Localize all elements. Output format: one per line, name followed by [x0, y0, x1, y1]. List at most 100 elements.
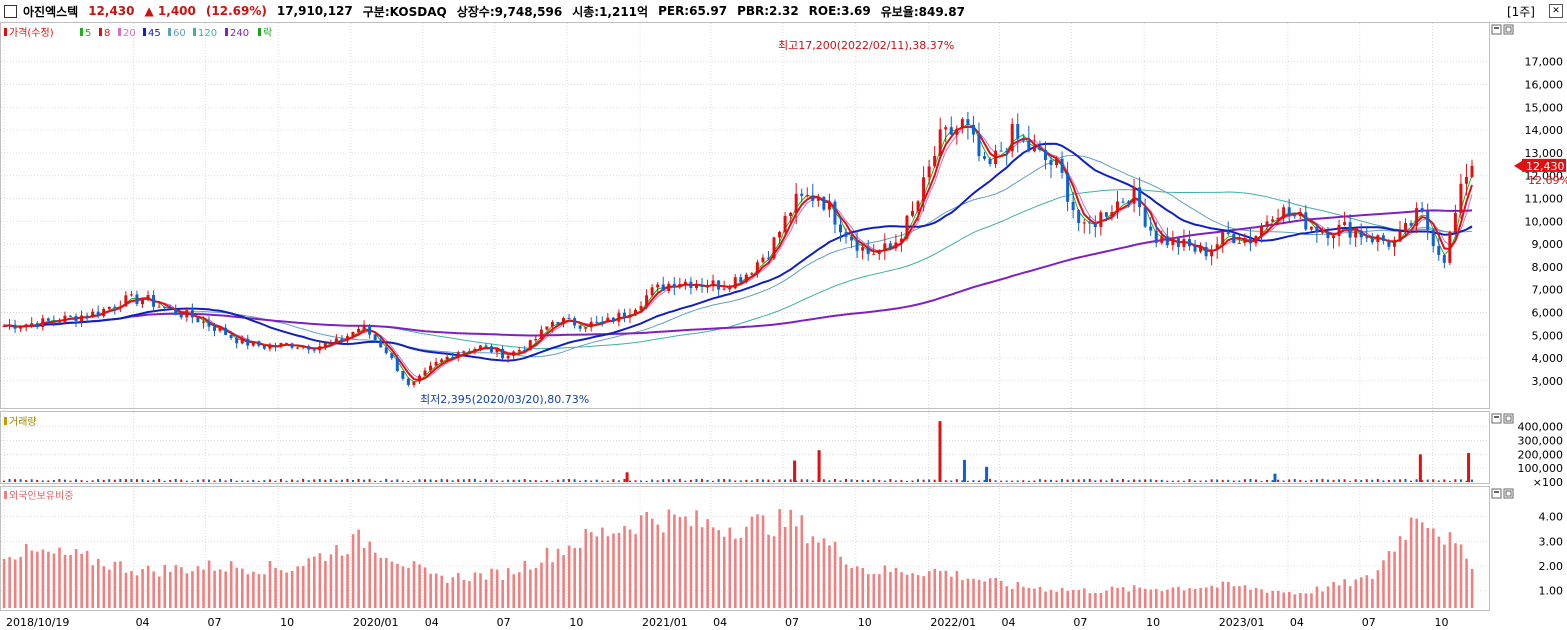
period-selector[interactable]: [1주] [1506, 4, 1535, 19]
x-tick-label: 07 [1362, 616, 1376, 629]
price-tick-label: 17,000 [1525, 56, 1564, 69]
volume-spike [1273, 473, 1277, 482]
candle-body [761, 257, 765, 263]
volume-bar [1426, 479, 1429, 482]
candle-body [694, 284, 698, 288]
candle-body [622, 312, 626, 318]
x-tick-label: 04 [425, 616, 439, 629]
volume-bar [1321, 478, 1324, 482]
volume-bar [800, 479, 803, 482]
foreign-bar [1227, 581, 1230, 608]
candle-body [1154, 230, 1158, 243]
volume-bar [1371, 479, 1374, 482]
candle-body [74, 315, 78, 322]
candle-body [883, 243, 887, 251]
volume-bar [58, 479, 61, 482]
select-checkbox[interactable] [4, 4, 17, 18]
foreign-bar [1454, 543, 1457, 608]
panel-maximize-icon[interactable] [1503, 413, 1514, 424]
foreign-bar [85, 550, 89, 608]
candle-body [567, 318, 571, 320]
candle-body [783, 215, 787, 232]
volume-bar [135, 479, 138, 482]
close-icon[interactable]: ✕ [1549, 4, 1563, 18]
price-tick-label: 13,000 [1525, 147, 1564, 160]
volume-bar [584, 479, 587, 482]
volume-bar [435, 480, 438, 482]
price-change-pct: (12.69%) [205, 4, 267, 18]
volume-bar [1387, 479, 1390, 482]
foreign-bar [1160, 591, 1164, 608]
volume-bar [1083, 479, 1086, 482]
foreign-bar [817, 542, 820, 608]
foreign-bar [623, 526, 626, 608]
volume-tick-label: 400,000 [1518, 421, 1564, 434]
candle-body [650, 287, 654, 296]
panel-restore-icon[interactable] [1491, 413, 1502, 424]
candle-body [1138, 187, 1142, 208]
legend-ma8: 8 [104, 28, 110, 39]
foreign-bar [434, 573, 438, 608]
volume-bar [983, 479, 986, 482]
panel-maximize-icon[interactable] [1503, 24, 1514, 35]
candle-body [689, 281, 693, 288]
volume-bar [252, 479, 255, 482]
volume-bar [446, 479, 449, 482]
volume-spike [625, 472, 629, 482]
foreign-bar [385, 557, 388, 608]
foreign-bar [124, 572, 128, 608]
candle-body [246, 338, 250, 346]
candle-body [417, 375, 421, 382]
foreign-bar [567, 545, 571, 608]
volume-bar [1099, 479, 1102, 482]
candle-body [19, 326, 23, 329]
foreign-bar [822, 538, 826, 608]
volume-bar [540, 480, 543, 482]
volume-bar [712, 480, 715, 482]
foreign-bar [202, 569, 205, 608]
candle-body [1149, 226, 1153, 231]
volume-bar [213, 480, 216, 482]
candle-body [595, 321, 599, 323]
volume-bar [1077, 479, 1080, 482]
foreign-bar [235, 567, 239, 608]
foreign-bar [534, 567, 538, 608]
volume-bar [119, 478, 122, 482]
foreign-bar [479, 573, 482, 608]
candle-body [960, 119, 964, 129]
foreign-bar [1398, 536, 1402, 608]
volume-bar [739, 480, 742, 482]
candle-body [401, 371, 405, 379]
candle-body [905, 215, 909, 239]
foreign-tick-label: 4.00 [1539, 511, 1564, 524]
volume-bar [1194, 480, 1197, 482]
volume-bar [501, 480, 504, 482]
roe-value: ROE:3.69 [808, 4, 871, 18]
candle-body [944, 127, 948, 130]
panel-restore-icon[interactable] [1491, 24, 1502, 35]
foreign-bar [207, 560, 211, 608]
volume-bar [1116, 479, 1119, 482]
volume-bar [418, 479, 421, 482]
volume-bar [972, 480, 975, 482]
volume-bar [950, 480, 953, 482]
candle-body [523, 350, 527, 352]
foreign-bar [1210, 585, 1214, 608]
volume-bar [590, 480, 593, 482]
volume-bar [1038, 479, 1041, 482]
x-tick-label: 04 [1290, 616, 1304, 629]
foreign-bar [135, 575, 139, 608]
volume-bar [473, 478, 476, 482]
foreign-bar [1343, 579, 1346, 608]
foreign-bar [196, 566, 200, 608]
panel-maximize-icon[interactable] [1503, 488, 1514, 499]
foreign-bar [872, 574, 876, 608]
foreign-bar [878, 574, 881, 608]
volume-bar [1299, 479, 1302, 482]
stock-chart: 3,000 4,000 5,000 6,000 7,000 8,000 9,000 10,00… [0, 22, 1567, 629]
candle-body [1337, 224, 1341, 236]
foreign-bar [174, 565, 178, 608]
panel-restore-icon[interactable] [1491, 488, 1502, 499]
x-tick-label: 10 [1146, 616, 1160, 629]
candle-body [307, 346, 311, 350]
